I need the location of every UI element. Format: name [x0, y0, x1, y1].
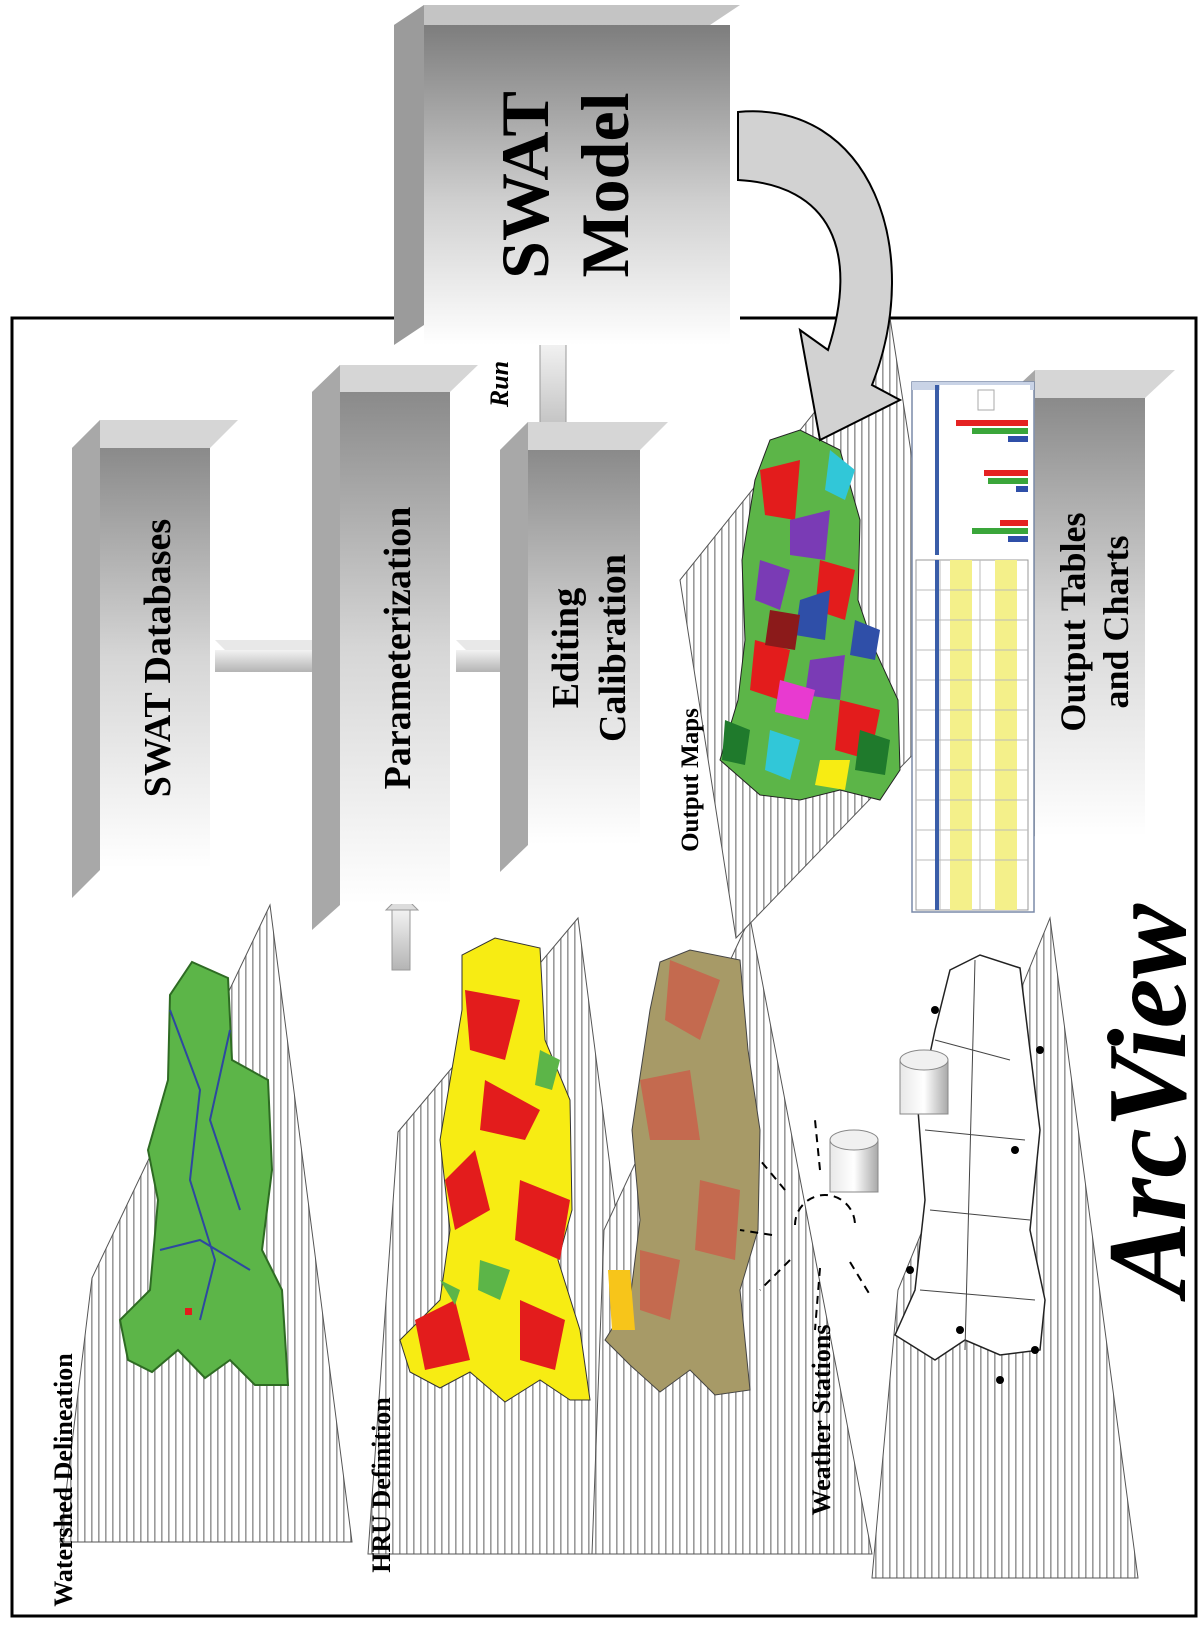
run-label: Run	[485, 361, 514, 408]
calibration-label: Calibration	[592, 554, 634, 742]
output-tables-line2: and Charts	[1096, 535, 1136, 708]
output-maps-layer	[679, 316, 953, 940]
soil-layer	[591, 916, 873, 1555]
swat-model-line2: Model	[567, 92, 643, 277]
station-cylinders	[829, 1049, 949, 1193]
parameterization-label: Parameterization	[377, 507, 419, 790]
landuse-layer	[367, 916, 661, 1555]
watershed-layer	[59, 903, 353, 1543]
chart-bar	[972, 528, 1028, 534]
hru-definition-label: HRU Definition	[367, 1397, 396, 1573]
editing-label: Editing	[545, 588, 587, 708]
output-curved-arrow	[737, 110, 903, 442]
parameterization-box: Parameterization	[312, 365, 478, 930]
chart-bar	[1000, 520, 1028, 526]
arcview-label: ArcView	[1086, 903, 1204, 1302]
table-chart-screenshot	[911, 381, 1035, 913]
chart-bar	[1016, 486, 1028, 492]
swat-model-line1: SWAT	[487, 91, 563, 279]
chart-bar	[956, 420, 1028, 426]
watershed-delineation-label: Watershed Delineation	[49, 1353, 78, 1607]
weather-stations-label: Weather Stations	[807, 1325, 836, 1516]
chart-bar	[988, 478, 1028, 484]
sun-rays	[739, 1119, 871, 1331]
chart-bar	[972, 428, 1028, 434]
output-maps-label: Output Maps	[677, 708, 704, 852]
watershed-map	[118, 960, 290, 1386]
swat-model-box: SWAT Model	[394, 5, 740, 345]
output-chart	[935, 385, 1030, 555]
weather-layer	[739, 916, 1139, 1579]
swat-databases-label: SWAT Databases	[137, 519, 179, 797]
output-table	[915, 559, 1029, 911]
arcview-frame	[10, 316, 1198, 1618]
editing-calibration-box: Editing Calibration	[500, 422, 668, 872]
swat-databases-box: SWAT Databases	[72, 420, 238, 898]
chart-bar	[984, 470, 1028, 476]
chart-bar	[1008, 536, 1028, 542]
chart-bar	[1008, 436, 1028, 442]
output-tables-line1: Output Tables	[1053, 512, 1093, 731]
